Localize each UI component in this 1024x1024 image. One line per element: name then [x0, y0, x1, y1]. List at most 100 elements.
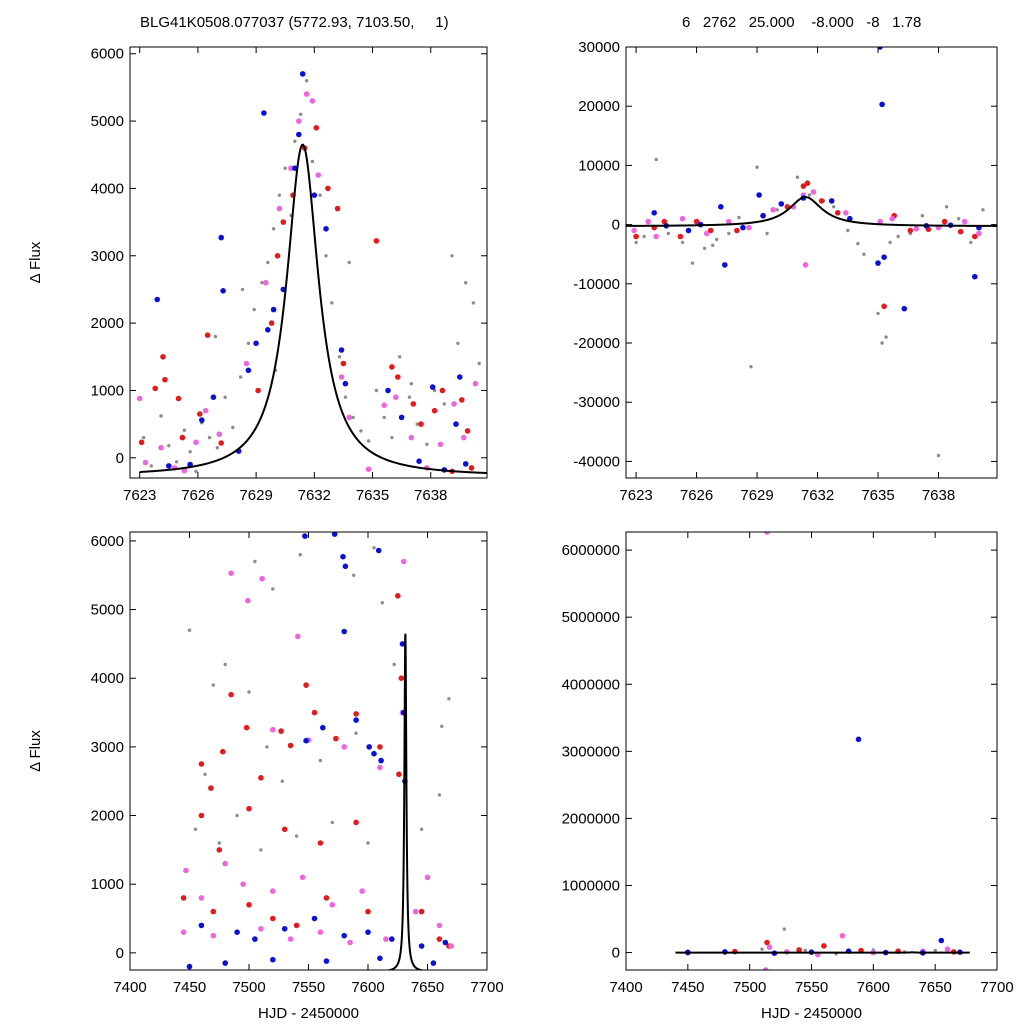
data-point-pink [270, 888, 276, 894]
data-point-red [198, 761, 205, 767]
data-point-blue [442, 939, 449, 946]
data-point-gray [437, 793, 442, 797]
data-point-red [268, 320, 275, 326]
data-point-gray [374, 388, 379, 393]
y-tick-label: -30000 [573, 394, 620, 411]
data-point-gray [471, 301, 476, 305]
data-point-red [255, 387, 261, 394]
data-point-pink [341, 744, 348, 750]
data-point-blue [377, 955, 383, 962]
y-axis-label: Δ Flux [27, 730, 44, 772]
data-point-red [160, 354, 166, 360]
data-point-red [707, 227, 714, 234]
data-layer [675, 532, 970, 970]
data-point-pink [216, 431, 223, 438]
x-tick-label: 7626 [680, 487, 713, 504]
data-point-pink [228, 570, 234, 576]
data-point-gray [324, 254, 328, 258]
data-point-pink [359, 888, 365, 894]
x-tick-label: 7623 [619, 487, 652, 504]
data-point-gray [727, 231, 731, 236]
data-point-blue [457, 374, 463, 380]
y-tick-label: -40000 [573, 453, 620, 470]
data-point-gray [193, 827, 198, 831]
x-tick-label: 7450 [173, 979, 206, 996]
data-point-gray [920, 214, 925, 218]
panel-top-right: 7623 7626 7629 7632 7635 7638 -40000 -30000 -200… [573, 39, 998, 504]
y-tick-label: 1000 [91, 876, 124, 893]
data-point-pink [653, 233, 659, 240]
data-point-pink [270, 726, 276, 733]
x-tick-label: 7450 [671, 979, 704, 996]
data-point-gray [188, 450, 192, 454]
data-point-gray [247, 690, 251, 694]
data-point-pink [222, 860, 228, 867]
data-point-gray [711, 243, 715, 247]
data-point-red [353, 711, 359, 717]
data-point-red [280, 219, 287, 225]
data-point-gray [425, 442, 429, 446]
data-point-red [210, 908, 217, 915]
data-point-gray [832, 205, 836, 209]
data-point-blue [302, 533, 308, 539]
data-point-blue [342, 380, 349, 387]
data-point-blue [901, 305, 908, 312]
data-point-red [175, 395, 182, 402]
data-point-red [804, 180, 811, 186]
data-point-red [395, 374, 401, 380]
data-point-pink [210, 932, 217, 939]
data-point-gray [141, 435, 146, 440]
data-point-gray [634, 240, 638, 245]
data-point-pink [288, 165, 294, 171]
plot-title-right: 6 2762 25.000 -8.000 -8 1.78 [682, 14, 922, 31]
data-point-pink [258, 926, 264, 932]
data-point-pink [243, 360, 250, 367]
data-point-gray [223, 395, 227, 399]
data-point-red [418, 908, 425, 915]
data-point-pink [746, 224, 752, 231]
data-point-blue [462, 461, 469, 467]
data-point-gray [213, 334, 218, 339]
data-point-blue [881, 254, 887, 260]
data-point-blue [722, 262, 728, 268]
data-point-red [303, 682, 309, 688]
data-point-red [218, 440, 224, 446]
data-point-blue [778, 201, 785, 207]
data-point-blue [399, 641, 406, 647]
data-point-pink [338, 374, 345, 380]
data-point-gray [343, 395, 348, 399]
data-point-gray [715, 237, 719, 242]
data-point-pink [296, 118, 302, 124]
x-tick-label: 7500 [232, 979, 265, 996]
y-tick-label: 3000 [91, 248, 124, 265]
data-point-blue [877, 47, 883, 50]
data-point-gray [159, 414, 163, 418]
data-point-pink [240, 881, 246, 887]
data-point-red [323, 895, 330, 901]
data-point-red [389, 364, 395, 370]
data-point-gray [294, 834, 299, 838]
data-point-pink [317, 929, 324, 935]
data-point-blue [311, 915, 318, 922]
data-point-red [274, 253, 281, 259]
data-point-blue [253, 340, 259, 347]
data-point-blue [270, 306, 277, 313]
data-point-gray [293, 139, 297, 143]
data-point-gray [702, 246, 707, 250]
y-tick-label: 5000000 [562, 609, 620, 626]
data-point-gray [318, 758, 323, 763]
y-tick-label: 2000 [91, 315, 124, 332]
data-point-pink [276, 205, 283, 212]
data-point-blue [342, 563, 349, 570]
data-point-gray [846, 228, 850, 233]
y-tick-label: 1000000 [562, 877, 620, 894]
data-point-blue [365, 929, 371, 935]
data-point-blue [429, 384, 436, 390]
y-tick-label: 5000 [91, 602, 124, 619]
data-point-pink [679, 215, 686, 222]
x-tick-label: 7638 [414, 487, 447, 504]
data-point-pink [437, 441, 444, 448]
data-point-red [353, 819, 359, 826]
data-point-gray [260, 281, 264, 285]
data-point-pink [424, 874, 431, 881]
